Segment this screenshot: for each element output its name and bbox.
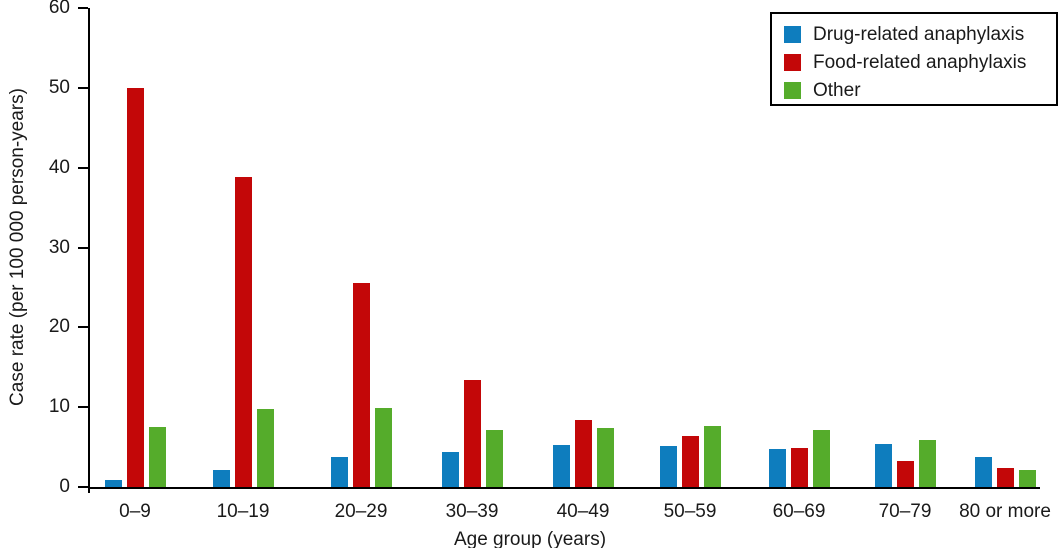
legend-swatch-other [784,82,801,99]
bar-other-30–39 [485,430,503,487]
bar-food-related-50–59 [681,436,699,487]
bar-other-60–69 [812,430,830,487]
bar-group-0–9 [104,8,166,487]
bar-drug-related-80 or more [974,457,992,487]
bar-group-60–69 [768,8,830,487]
legend-label-other: Other [813,79,861,101]
legend-item-drug: Drug-related anaphylaxis [784,22,1056,47]
x-category-label: 40–49 [556,501,610,522]
legend: Drug-related anaphylaxis Food-related an… [770,12,1058,106]
x-category-label: 50–59 [663,501,717,522]
legend-label-food: Food-related anaphylaxis [813,51,1027,73]
bar-drug-related-50–59 [659,446,677,487]
legend-item-other: Other [784,78,1056,103]
bar-food-related-40–49 [574,420,592,487]
bar-food-related-0–9 [126,88,144,487]
y-tick-label: 60 [48,0,70,18]
y-tick-dash [78,246,88,249]
bar-drug-related-60–69 [768,449,786,487]
bar-drug-related-20–29 [330,457,348,487]
bar-other-70–79 [918,440,936,487]
bar-other-50–59 [703,426,721,487]
x-category-label: 60–69 [772,501,826,522]
bar-group-10–19 [212,8,274,487]
bar-drug-related-10–19 [212,470,230,487]
bar-food-related-10–19 [234,177,252,487]
bar-group-50–59 [659,8,721,487]
legend-swatch-food [784,54,801,71]
bar-group-70–79 [874,8,936,487]
y-tick-dash [78,86,88,89]
y-tick-label: 0 [59,476,70,497]
bar-other-10–19 [256,409,274,487]
bar-other-40–49 [596,428,614,487]
bar-other-0–9 [148,427,166,487]
x-category-label: 10–19 [216,501,270,522]
bar-food-related-70–79 [896,461,914,487]
y-tick-dash [78,7,88,9]
x-category-label: 30–39 [445,501,499,522]
y-tick-dash [78,406,88,409]
bar-drug-related-40–49 [552,445,570,487]
x-category-label: 20–29 [334,501,388,522]
y-tick-dash [78,166,88,169]
bar-drug-related-70–79 [874,444,892,487]
bar-food-related-20–29 [352,283,370,487]
bar-group-80 or more [974,8,1036,487]
legend-swatch-drug [784,26,801,43]
x-category-label: 80 or more [959,501,1051,522]
y-tick-label: 50 [48,76,70,98]
bar-food-related-80 or more [996,468,1014,487]
legend-item-food: Food-related anaphylaxis [784,50,1056,75]
x-axis-corner-tick [88,487,90,493]
y-tick-label: 40 [48,156,70,178]
x-category-label: 70–79 [878,501,932,522]
y-tick-dash [78,326,88,329]
bar-food-related-60–69 [790,448,808,487]
bar-group-30–39 [441,8,503,487]
y-tick-dash [78,486,88,488]
legend-label-drug: Drug-related anaphylaxis [813,23,1025,45]
y-tick-label: 10 [48,396,70,418]
bar-other-80 or more [1018,470,1036,487]
bar-food-related-30–39 [463,380,481,487]
x-axis-title: Age group (years) [453,529,607,548]
bar-drug-related-30–39 [441,452,459,487]
bar-other-20–29 [374,408,392,487]
bar-group-20–29 [330,8,392,487]
y-tick-label: 30 [48,236,70,258]
bar-drug-related-0–9 [104,480,122,487]
x-category-label: 0–9 [119,501,151,522]
y-tick-label: 20 [48,316,70,338]
plot-area: Age group (years) 0 10 20 30 40 50 60 0–9 10–19 2… [49,0,1051,548]
bar-group-40–49 [552,8,614,487]
